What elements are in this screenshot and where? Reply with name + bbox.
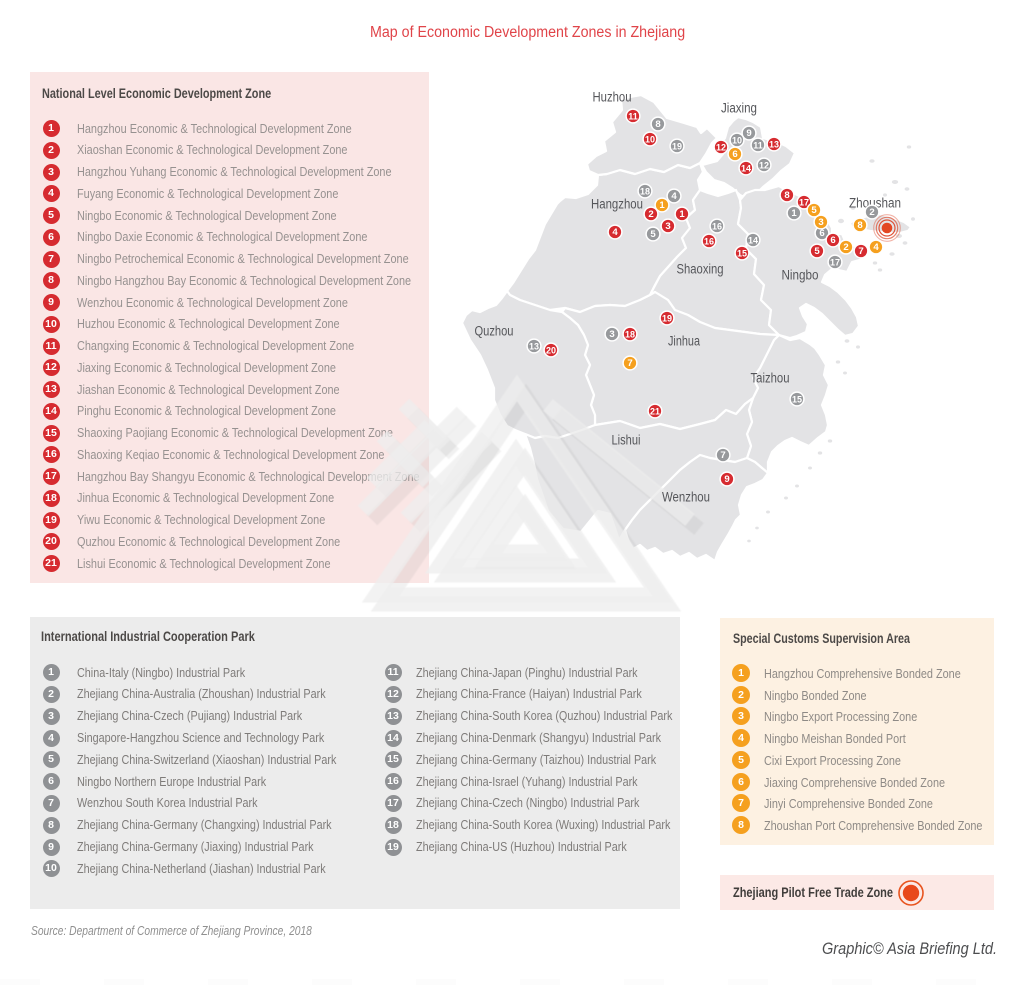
svg-text:Zhoushan: Zhoushan (849, 196, 901, 211)
svg-text:11: 11 (753, 141, 763, 151)
svg-text:Huzhou: Huzhou (593, 90, 632, 105)
svg-text:Shaoxing: Shaoxing (677, 262, 724, 277)
svg-text:10: 10 (645, 135, 655, 145)
svg-text:9: 9 (746, 128, 751, 139)
svg-text:Jiaxing: Jiaxing (721, 101, 757, 116)
svg-text:14: 14 (741, 164, 751, 174)
svg-text:6: 6 (732, 149, 737, 160)
svg-text:19: 19 (672, 142, 682, 152)
svg-text:6: 6 (830, 235, 835, 246)
svg-text:7: 7 (720, 450, 725, 461)
svg-text:17: 17 (799, 198, 809, 208)
svg-text:2: 2 (869, 207, 874, 218)
svg-text:14: 14 (748, 236, 758, 246)
svg-text:9: 9 (724, 474, 729, 485)
svg-text:Jinhua: Jinhua (668, 334, 700, 349)
svg-text:Quzhou: Quzhou (475, 324, 514, 339)
svg-text:1: 1 (791, 208, 797, 219)
svg-text:16: 16 (712, 222, 722, 232)
svg-text:1: 1 (679, 209, 685, 220)
svg-text:Ningbo: Ningbo (782, 268, 819, 283)
svg-text:7: 7 (858, 246, 863, 257)
svg-text:2: 2 (648, 209, 653, 220)
svg-text:1: 1 (659, 200, 665, 211)
svg-text:Wenzhou: Wenzhou (662, 490, 710, 505)
svg-text:12: 12 (716, 143, 726, 153)
svg-text:4: 4 (612, 227, 618, 238)
svg-text:4: 4 (671, 191, 677, 202)
svg-text:5: 5 (814, 246, 820, 257)
svg-text:11: 11 (628, 112, 638, 122)
svg-text:5: 5 (811, 205, 817, 216)
svg-text:18: 18 (625, 330, 635, 340)
svg-text:17: 17 (830, 258, 840, 268)
svg-text:8: 8 (857, 220, 863, 231)
svg-text:Hangzhou: Hangzhou (591, 197, 643, 212)
svg-text:15: 15 (792, 395, 802, 405)
svg-text:12: 12 (759, 161, 769, 171)
svg-text:3: 3 (665, 221, 670, 232)
svg-text:13: 13 (529, 342, 539, 352)
svg-text:5: 5 (650, 229, 656, 240)
svg-text:6: 6 (819, 228, 824, 239)
svg-text:15: 15 (737, 249, 747, 259)
svg-text:8: 8 (655, 119, 661, 130)
svg-text:Taizhou: Taizhou (751, 371, 790, 386)
svg-text:Lishui: Lishui (612, 433, 641, 448)
svg-text:2: 2 (843, 242, 848, 253)
svg-text:21: 21 (650, 407, 660, 417)
svg-text:4: 4 (873, 242, 879, 253)
svg-text:16: 16 (704, 237, 714, 247)
svg-text:10: 10 (732, 136, 742, 146)
svg-text:18: 18 (640, 187, 650, 197)
svg-text:20: 20 (546, 346, 556, 356)
svg-text:3: 3 (818, 217, 823, 228)
svg-text:3: 3 (609, 329, 614, 340)
svg-text:19: 19 (662, 314, 672, 324)
svg-text:7: 7 (627, 358, 632, 369)
svg-text:13: 13 (769, 140, 779, 150)
svg-text:8: 8 (784, 190, 790, 201)
